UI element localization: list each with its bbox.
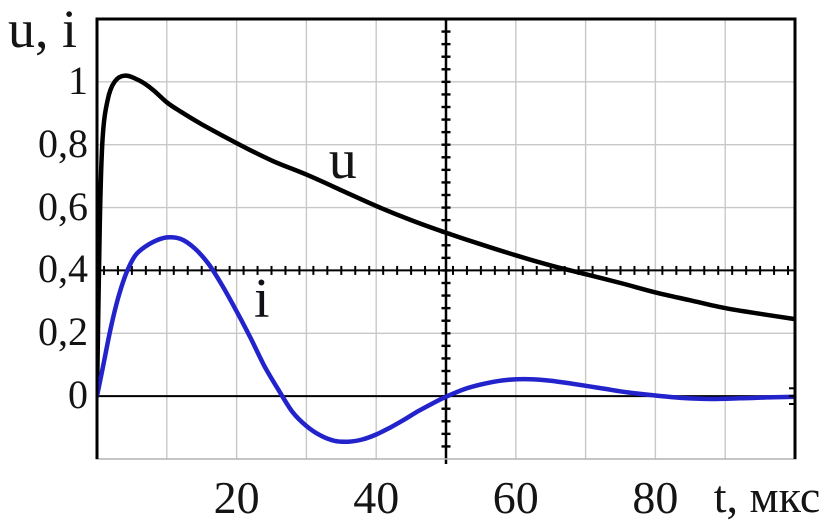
y-tick-label: 1: [68, 57, 88, 103]
y-tick-label: 0,2: [38, 309, 88, 355]
y-tick-label: 0,8: [38, 120, 88, 166]
x-tick-label: 20: [213, 472, 260, 523]
y-tick-label: 0,6: [38, 183, 88, 229]
curve-u: [96, 73, 796, 399]
y-tick-label: 0,4: [38, 246, 88, 292]
curve-i: [96, 234, 796, 445]
x-tick-label: 60: [492, 472, 539, 523]
y-axis-title: u, i: [8, 0, 78, 59]
x-tick-label: 40: [353, 472, 400, 523]
curve-label-i: i: [253, 268, 270, 331]
x-axis-title: t, мкс: [713, 471, 821, 522]
x-tick-label: 80: [632, 472, 679, 523]
plot-frame: [95, 17, 797, 460]
y-tick-label: 0: [68, 371, 88, 417]
curve-label-u: u: [328, 128, 357, 191]
curves: [96, 73, 796, 445]
